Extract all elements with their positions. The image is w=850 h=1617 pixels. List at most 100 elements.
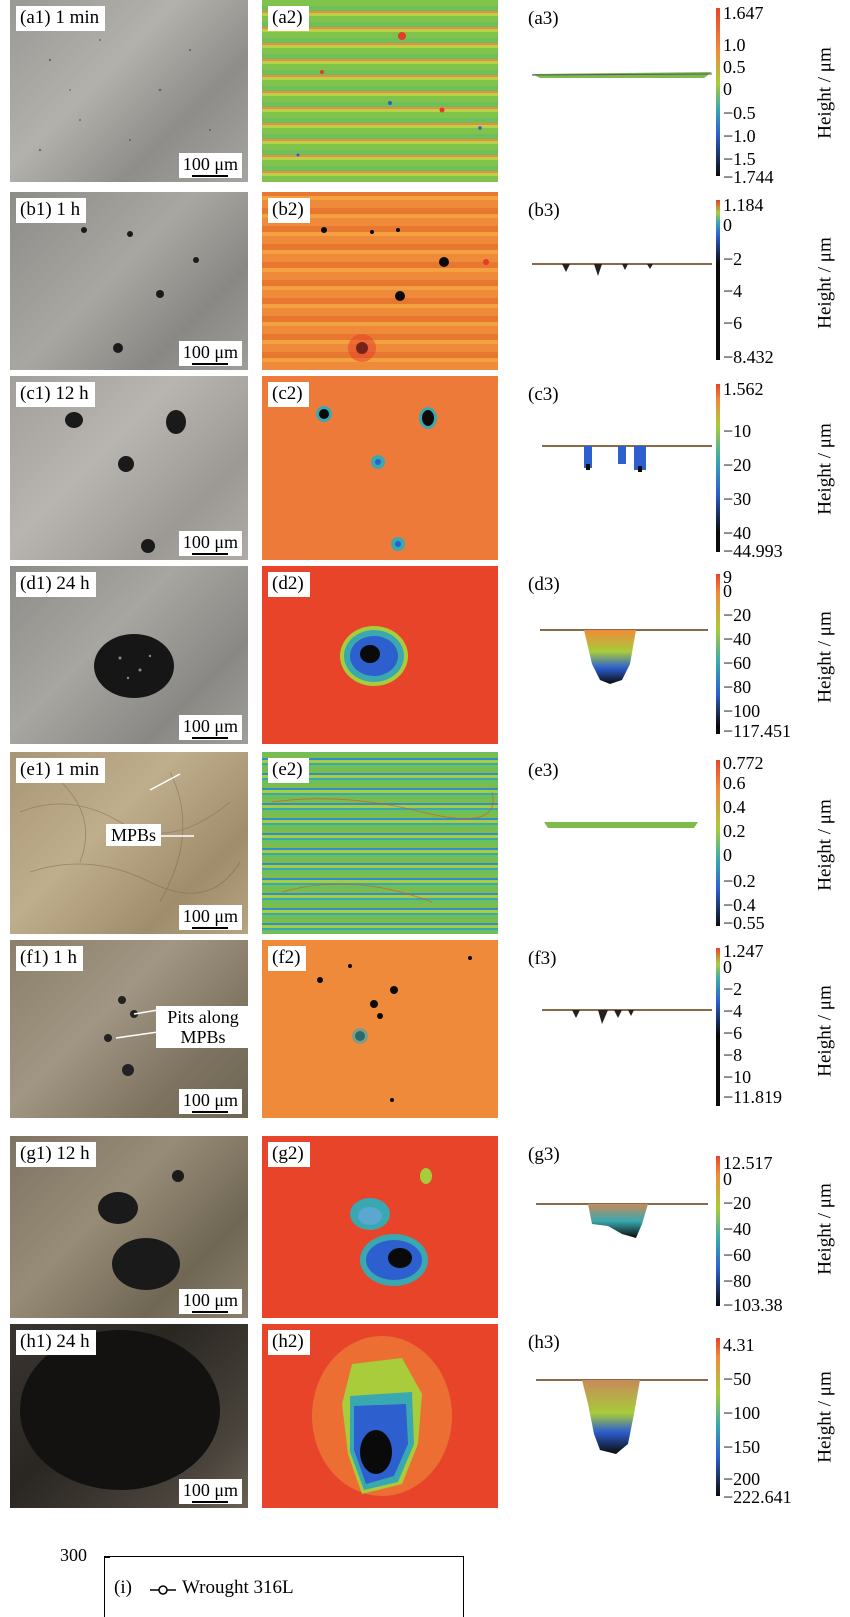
profile-g3 (536, 1203, 708, 1238)
graph-tick-mark (104, 1556, 110, 1558)
micrograph-g1: (g1) 12 h 100 μm (10, 1136, 248, 1318)
tick-d3-4: −60 (723, 653, 752, 673)
legend-label: Wrought 316L (182, 1577, 294, 1598)
tick-c3-3: −30 (723, 489, 752, 509)
scale-line (192, 737, 229, 739)
tick-b3-3: −4 (723, 281, 743, 301)
micrograph-pits (104, 996, 159, 1076)
heightmap-e2: (e2) (262, 752, 498, 934)
scale-bar-f1: 100 μm (178, 1089, 242, 1114)
heightmap-pits (317, 956, 472, 1102)
scale-bar-c1: 100 μm (178, 531, 242, 556)
scale-text: 100 μm (182, 1480, 238, 1500)
graph-frame (104, 1556, 464, 1617)
colorbar-a3 (716, 8, 720, 176)
tick-e3-2: 0.4 (723, 797, 746, 817)
colorbar-f3 (716, 948, 720, 1106)
panel-label-g2: (g2) (268, 1142, 310, 1167)
tick-f3-3: −4 (723, 1001, 743, 1021)
ylabel-b3: Height / μm (806, 200, 846, 365)
micrograph-pits (98, 1170, 184, 1290)
tick-f3-4: −6 (723, 1023, 743, 1043)
profile-c3 (542, 445, 712, 472)
profile-h3 (536, 1379, 708, 1454)
graph-i: 300 (i) Wrought 316L (0, 1540, 850, 1617)
micrograph-pit (20, 1330, 220, 1490)
tick-d3-6: −100 (723, 701, 761, 721)
micrograph-e1: (e1) 1 min MPBs 100 μm (10, 752, 248, 934)
tick-e3-1: 0.6 (723, 773, 746, 793)
panel-label-d1: (d1) 24 h (16, 572, 96, 597)
tick-c3-2: −20 (723, 455, 752, 475)
tick-d3-5: −80 (723, 677, 752, 697)
tick-a3-7: −1.744 (723, 167, 774, 187)
tick-b3-1: 0 (723, 215, 732, 235)
tick-b3-0: 1.184 (723, 195, 764, 215)
scale-text: 100 μm (182, 1090, 238, 1110)
row-g: (g1) 12 h 100 μm (g2) (g3) 12.517 0 −20 … (0, 1136, 850, 1320)
scale-bar-a1: 100 μm (178, 153, 242, 178)
scale-line (192, 363, 229, 365)
panel-label-g3: (g3) (528, 1144, 560, 1165)
tick-d3-7: −117.451 (723, 721, 791, 741)
legend-marker-icon (150, 1585, 176, 1595)
tick-c3-1: −10 (723, 421, 752, 441)
colorbar-c3 (716, 384, 720, 552)
tick-b3-2: −2 (723, 249, 743, 269)
panel-label-e3: (e3) (528, 760, 559, 781)
tick-f3-0: 1.247 (723, 941, 764, 961)
heightmap-pits (316, 406, 437, 551)
colorbar-b3 (716, 200, 720, 360)
ylabel-text: Height / μm (815, 47, 836, 139)
heightmap-pits (350, 1168, 432, 1286)
tick-f3-1: 0 (723, 957, 732, 977)
colorbar-h3 (716, 1338, 720, 1496)
colorbar-e3 (716, 760, 720, 926)
tick-e3-6: −0.4 (723, 895, 756, 915)
tick-a3-4: −0.5 (723, 103, 756, 123)
panel-label-f2: (f2) (268, 946, 307, 971)
micrograph-b1: (b1) 1 h 100 μm (10, 192, 248, 370)
tick-h3-4: −200 (723, 1469, 761, 1489)
panel-label-c3: (c3) (528, 384, 559, 405)
heightmap-c2: (c2) (262, 376, 498, 560)
annotation-pits-along-mpbs: Pits along MPBs (156, 1006, 248, 1048)
scale-line (192, 553, 229, 555)
tick-f3-6: −10 (723, 1067, 752, 1087)
ylabel-a3: Height / μm (806, 8, 846, 178)
micrograph-pits (65, 410, 186, 553)
row-c: (c1) 12 h 100 μm (c2) (c3) 1.562 −10 −20… (0, 376, 850, 562)
tick-e3-3: 0.2 (723, 821, 746, 841)
colorbar-g3 (716, 1156, 720, 1306)
scale-line (192, 1311, 229, 1313)
tick-a3-1: 1.0 (723, 35, 746, 55)
tick-a3-6: −1.5 (723, 149, 756, 169)
panel-label-h2: (h2) (268, 1330, 310, 1355)
tick-d3-3: −40 (723, 629, 752, 649)
ylabel-text: Height / μm (815, 1371, 836, 1463)
panel-label-b3: (b3) (528, 200, 560, 221)
tick-f3-5: −8 (723, 1045, 743, 1065)
ylabel-g3: Height / μm (806, 1144, 846, 1314)
profile-a3 (532, 72, 712, 78)
scale-line (192, 1111, 229, 1113)
profile-d3 (540, 629, 708, 684)
ylabel-text: Height / μm (815, 799, 836, 891)
heightmap-a2: (a2) (262, 0, 498, 182)
annotation-mpbs: MPBs (106, 824, 162, 846)
tick-a3-2: 0.5 (723, 57, 746, 77)
row-f: (f1) 1 h Pits along MPBs 100 μm (f2) (f3… (0, 940, 850, 1130)
ylabel-text: Height / μm (815, 236, 836, 329)
ylabel-text: Height / μm (815, 423, 836, 515)
scale-bar-g1: 100 μm (178, 1289, 242, 1314)
row-a: (a1) 1 min 100 μm (a2) (a3) 1.647 1.0 0.… (0, 0, 850, 187)
ylabel-text: Height / μm (815, 1183, 836, 1275)
tick-e3-4: 0 (723, 845, 732, 865)
tick-c3-4: −40 (723, 523, 752, 543)
heightmap-g2: (g2) (262, 1136, 498, 1318)
ylabel-d3: Height / μm (806, 574, 846, 739)
heightmap-spots (296, 32, 482, 157)
scale-line (192, 927, 229, 929)
heightmap-h2: (h2) (262, 1324, 498, 1508)
panel-label-b2: (b2) (268, 198, 310, 223)
